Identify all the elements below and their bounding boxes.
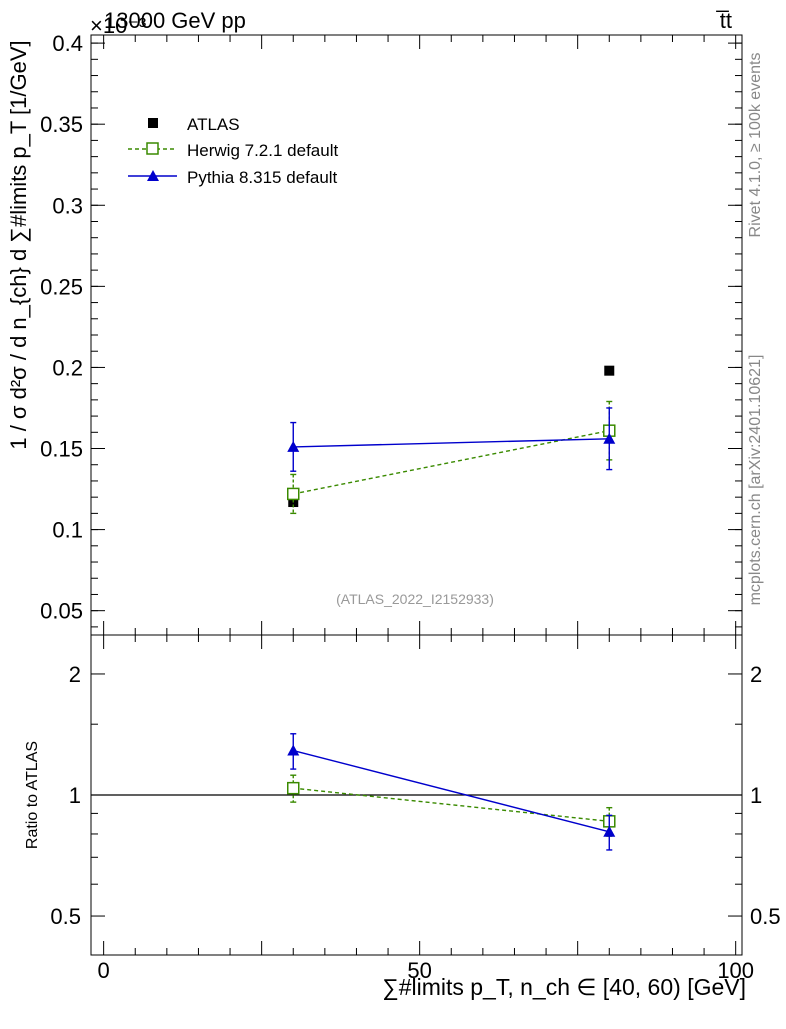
xtick-label: 50 [407,958,431,983]
ratio-ytick-label-right: 0.5 [750,904,781,929]
main-ytick-label: 0.25 [40,274,83,299]
xtick-label: 0 [98,958,110,983]
main-point-atlas [604,365,615,376]
mcplots-label: mcplots.cern.ch [arXiv:2401.10621] [747,355,764,606]
exponent-label: ×10⁻³ [90,13,146,38]
xtick-label: 100 [717,958,754,983]
legend-marker-atlas [148,118,158,128]
main-ytick-label: 0.3 [52,193,83,218]
rivet-label: Rivet 4.1.0, ≥ 100k events [747,53,764,238]
legend-label-pythia: Pythia 8.315 default [187,168,338,187]
y-axis-label-ratio: Ratio to ATLAS [24,741,41,849]
main-ytick-label: 0.35 [40,112,83,137]
legend-label-herwig: Herwig 7.2.1 default [187,141,338,160]
ratio-point-herwig [287,781,300,795]
legend-marker-pythia [147,170,159,181]
x-axis-ticks: 0 50 100 [98,35,754,983]
main-point-pythia [603,432,616,444]
ratio-point-pythia [603,825,616,837]
final-state-label: t̅t [716,8,732,33]
ratio-ytick-label-right: 1 [750,783,762,808]
legend-marker-herwig [146,142,159,155]
ratio-ytick-label: 2 [69,662,81,687]
legend: ATLAS Herwig 7.2.1 default Pythia 8.315 … [128,115,338,187]
ratio-line-pythia [293,749,610,833]
main-series-group [287,365,616,515]
y-axis-label-main: 1 / σ d²σ / d n_{ch} d ∑#limits p_T [1/G… [6,40,31,449]
main-ytick-label: 0.1 [52,518,83,543]
ratio-ytick-label-right: 2 [750,662,762,687]
main-axis-ticks: 0.05 0.1 0.15 0.2 0.25 0.3 0.35 0.4 [40,31,742,628]
main-point-pythia [287,440,300,452]
main-ytick-label: 0.2 [52,355,83,380]
ratio-line-herwig [293,787,610,823]
ratio-series-group [287,733,616,851]
ratio-ytick-label: 1 [69,783,81,808]
main-line-pythia [293,438,610,448]
ratio-ytick-label: 0.5 [50,904,81,929]
x-axis-label: ∑#limits p_T, n_ch ∈ [40, 60) [GeV] [382,974,746,1000]
main-line-herwig [293,429,610,495]
process-label: 13000 GeV pp [104,8,246,33]
main-ytick-label: 0.4 [52,31,83,56]
analysis-id-label: (ATLAS_2022_I2152933) [336,591,494,607]
main-ytick-label: 0.15 [40,437,83,462]
ratio-point-pythia [287,744,300,756]
main-point-herwig [287,487,300,501]
legend-label-atlas: ATLAS [187,115,240,134]
ratio-axis-ticks: 0.5 0.5 1 1 2 2 [50,634,781,956]
main-ytick-label: 0.05 [40,599,83,624]
